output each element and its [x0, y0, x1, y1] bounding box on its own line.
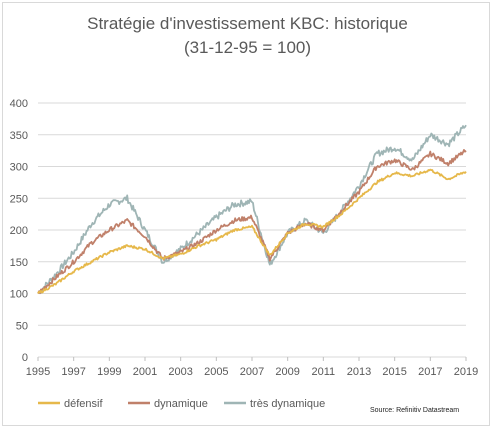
x-tick-label: 1999: [97, 366, 121, 378]
x-axis-ticks: 1995 1997 1999 2001 2003 2005 2007 2009 2011 2013…: [26, 357, 478, 378]
series-lines: [37, 124, 467, 295]
x-tick-label: 2019: [454, 366, 478, 378]
x-tick-label: 2005: [204, 366, 228, 378]
gridlines: [38, 102, 466, 358]
series-line-1: [37, 149, 467, 295]
y-tick-label: 100: [10, 289, 28, 301]
series-line-2: [37, 124, 467, 295]
y-axis-ticks: 0 50 100 150 200 250 300 350 400: [10, 98, 28, 364]
legend-label: dynamique: [154, 398, 208, 410]
chart-title: Stratégie d'investissement KBC: historiq…: [87, 14, 408, 33]
chart-subtitle: (31-12-95 = 100): [183, 38, 312, 57]
source-note: Source: Refinitiv Datastream: [370, 407, 459, 414]
legend-label: très dynamique: [250, 398, 325, 410]
legend: défensif dynamique très dynamique: [38, 398, 325, 410]
y-tick-label: 150: [10, 257, 28, 269]
x-tick-label: 1997: [61, 366, 85, 378]
x-tick-label: 2003: [168, 366, 192, 378]
x-tick-label: 2011: [312, 366, 336, 378]
x-tick-label: 2013: [347, 366, 371, 378]
y-tick-label: 300: [10, 162, 28, 174]
y-tick-label: 400: [10, 98, 28, 110]
x-tick-label: 2017: [418, 366, 442, 378]
x-tick-label: 2007: [240, 366, 264, 378]
series-line-0: [37, 168, 467, 294]
y-tick-label: 250: [10, 193, 28, 205]
y-tick-label: 0: [22, 352, 28, 364]
x-tick-label: 2015: [382, 366, 406, 378]
x-tick-label: 1995: [26, 366, 50, 378]
y-tick-label: 350: [10, 130, 28, 142]
x-tick-label: 2009: [275, 366, 299, 378]
y-tick-label: 200: [10, 225, 28, 237]
chart-frame: [2, 2, 490, 426]
x-tick-label: 2001: [133, 366, 157, 378]
legend-label: défensif: [64, 398, 103, 410]
y-tick-label: 50: [16, 320, 28, 332]
